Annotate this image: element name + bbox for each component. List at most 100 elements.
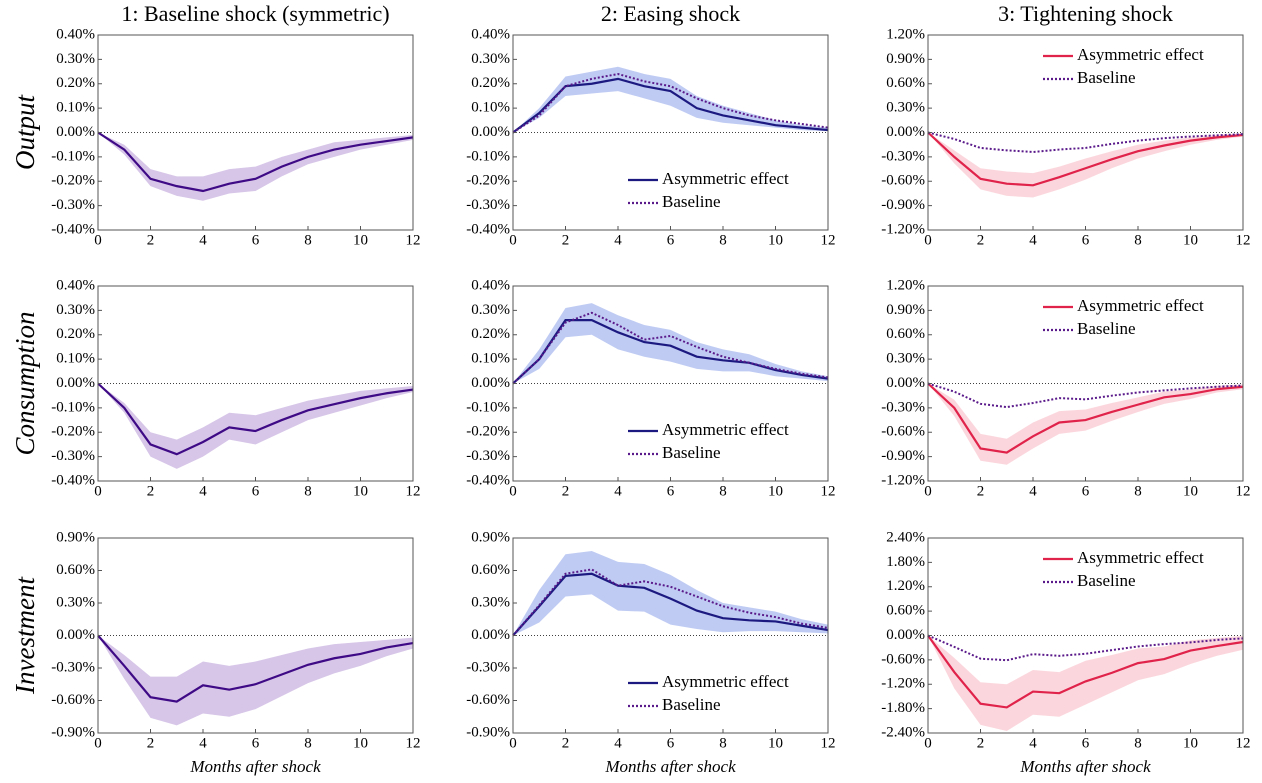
confidence-band — [513, 66, 828, 133]
legend-label: Asymmetric effect — [662, 420, 789, 439]
y-axis-label: Consumption — [10, 311, 40, 455]
x-tick-label: 2 — [977, 232, 985, 248]
column-title: 2: Easing shock — [601, 1, 740, 26]
x-tick-label: 10 — [1183, 735, 1198, 751]
x-tick-label: 12 — [1236, 232, 1251, 248]
y-tick-label: 0.90% — [56, 529, 95, 545]
x-tick-label: 12 — [406, 735, 421, 751]
y-tick-label: -0.60% — [51, 692, 95, 708]
x-tick-label: 2 — [147, 232, 155, 248]
y-tick-label: 0.00% — [471, 627, 510, 643]
legend-label: Asymmetric effect — [662, 672, 789, 691]
column-title: 1: Baseline shock (symmetric) — [121, 1, 389, 26]
confidence-band — [98, 635, 413, 726]
y-tick-label: -0.30% — [51, 448, 95, 464]
x-tick-label: 0 — [924, 483, 932, 499]
x-tick-label: 6 — [1082, 735, 1090, 751]
confidence-band — [98, 132, 413, 201]
x-tick-label: 10 — [1183, 232, 1198, 248]
y-tick-label: 0.00% — [886, 627, 925, 643]
series-line — [512, 77, 829, 134]
x-tick-label: 0 — [94, 735, 102, 751]
y-tick-label: -1.20% — [881, 221, 925, 237]
y-tick-label: 0.20% — [471, 75, 510, 91]
y-tick-label: 0.60% — [886, 326, 925, 342]
x-tick-label: 4 — [1029, 735, 1037, 751]
x-axis-label: Months after shock — [189, 757, 321, 776]
x-tick-label: 0 — [94, 232, 102, 248]
y-tick-label: 0.30% — [56, 594, 95, 610]
x-tick-label: 12 — [1236, 483, 1251, 499]
legend-label: Baseline — [662, 695, 721, 714]
y-tick-label: 2.40% — [886, 529, 925, 545]
y-tick-label: 0.30% — [471, 51, 510, 67]
y-tick-label: -0.40% — [466, 472, 510, 488]
y-tick-label: -2.40% — [881, 724, 925, 740]
x-tick-label: 8 — [304, 735, 312, 751]
y-tick-label: -0.40% — [51, 472, 95, 488]
x-tick-label: 6 — [667, 483, 675, 499]
x-tick-label: 6 — [252, 232, 260, 248]
x-tick-label: 4 — [1029, 483, 1037, 499]
y-tick-label: 0.60% — [886, 603, 925, 619]
y-tick-label: 0.60% — [56, 562, 95, 578]
y-tick-label: 0.10% — [471, 100, 510, 116]
y-tick-label: -0.60% — [881, 424, 925, 440]
y-tick-label: 0.00% — [886, 124, 925, 140]
y-tick-label: 0.20% — [56, 326, 95, 342]
x-tick-label: 6 — [667, 735, 675, 751]
y-tick-label: -0.10% — [466, 148, 510, 164]
y-tick-label: -0.30% — [466, 659, 510, 675]
y-tick-label: -0.10% — [466, 399, 510, 415]
y-tick-label: 0.30% — [56, 302, 95, 318]
x-tick-label: 10 — [768, 735, 783, 751]
x-axis-label: Months after shock — [604, 757, 736, 776]
y-tick-label: 1.20% — [886, 26, 925, 42]
series-line — [97, 634, 414, 703]
series-line — [927, 634, 1244, 662]
x-tick-label: 10 — [768, 232, 783, 248]
y-tick-label: -0.90% — [881, 448, 925, 464]
y-tick-label: 0.20% — [56, 75, 95, 91]
y-tick-label: -0.30% — [466, 197, 510, 213]
y-tick-label: 1.80% — [886, 554, 925, 570]
legend-label: Asymmetric effect — [1077, 548, 1204, 567]
y-tick-label: 0.60% — [886, 75, 925, 91]
x-tick-label: 0 — [924, 735, 932, 751]
x-tick-label: 12 — [1236, 735, 1251, 751]
y-tick-label: 0.90% — [471, 529, 510, 545]
x-tick-label: 4 — [199, 735, 207, 751]
y-tick-label: 0.30% — [471, 594, 510, 610]
y-tick-label: 0.10% — [56, 351, 95, 367]
confidence-band — [928, 383, 1243, 465]
x-tick-label: 4 — [614, 483, 622, 499]
y-tick-label: -0.90% — [466, 724, 510, 740]
y-tick-label: -0.60% — [466, 692, 510, 708]
x-tick-label: 0 — [509, 483, 517, 499]
x-tick-label: 8 — [1134, 735, 1142, 751]
y-tick-label: -0.20% — [51, 173, 95, 189]
y-tick-label: -1.20% — [881, 676, 925, 692]
x-tick-label: 4 — [614, 232, 622, 248]
x-tick-label: 12 — [406, 483, 421, 499]
x-tick-label: 2 — [562, 232, 570, 248]
y-tick-label: 0.30% — [56, 51, 95, 67]
x-tick-label: 10 — [353, 735, 368, 751]
legend-label: Baseline — [1077, 571, 1136, 590]
y-tick-label: 0.00% — [471, 375, 510, 391]
x-tick-label: 10 — [353, 232, 368, 248]
series-line — [927, 634, 1244, 709]
x-axis-label: Months after shock — [1019, 757, 1151, 776]
y-tick-label: 0.40% — [56, 26, 95, 42]
x-tick-label: 6 — [1082, 483, 1090, 499]
y-tick-label: 0.10% — [471, 351, 510, 367]
column-title: 3: Tightening shock — [998, 1, 1173, 26]
x-tick-label: 12 — [821, 483, 836, 499]
y-tick-label: 0.30% — [471, 302, 510, 318]
x-tick-label: 4 — [1029, 232, 1037, 248]
legend-label: Asymmetric effect — [662, 169, 789, 188]
series-line — [927, 131, 1244, 187]
x-tick-label: 2 — [977, 483, 985, 499]
x-tick-label: 4 — [199, 483, 207, 499]
